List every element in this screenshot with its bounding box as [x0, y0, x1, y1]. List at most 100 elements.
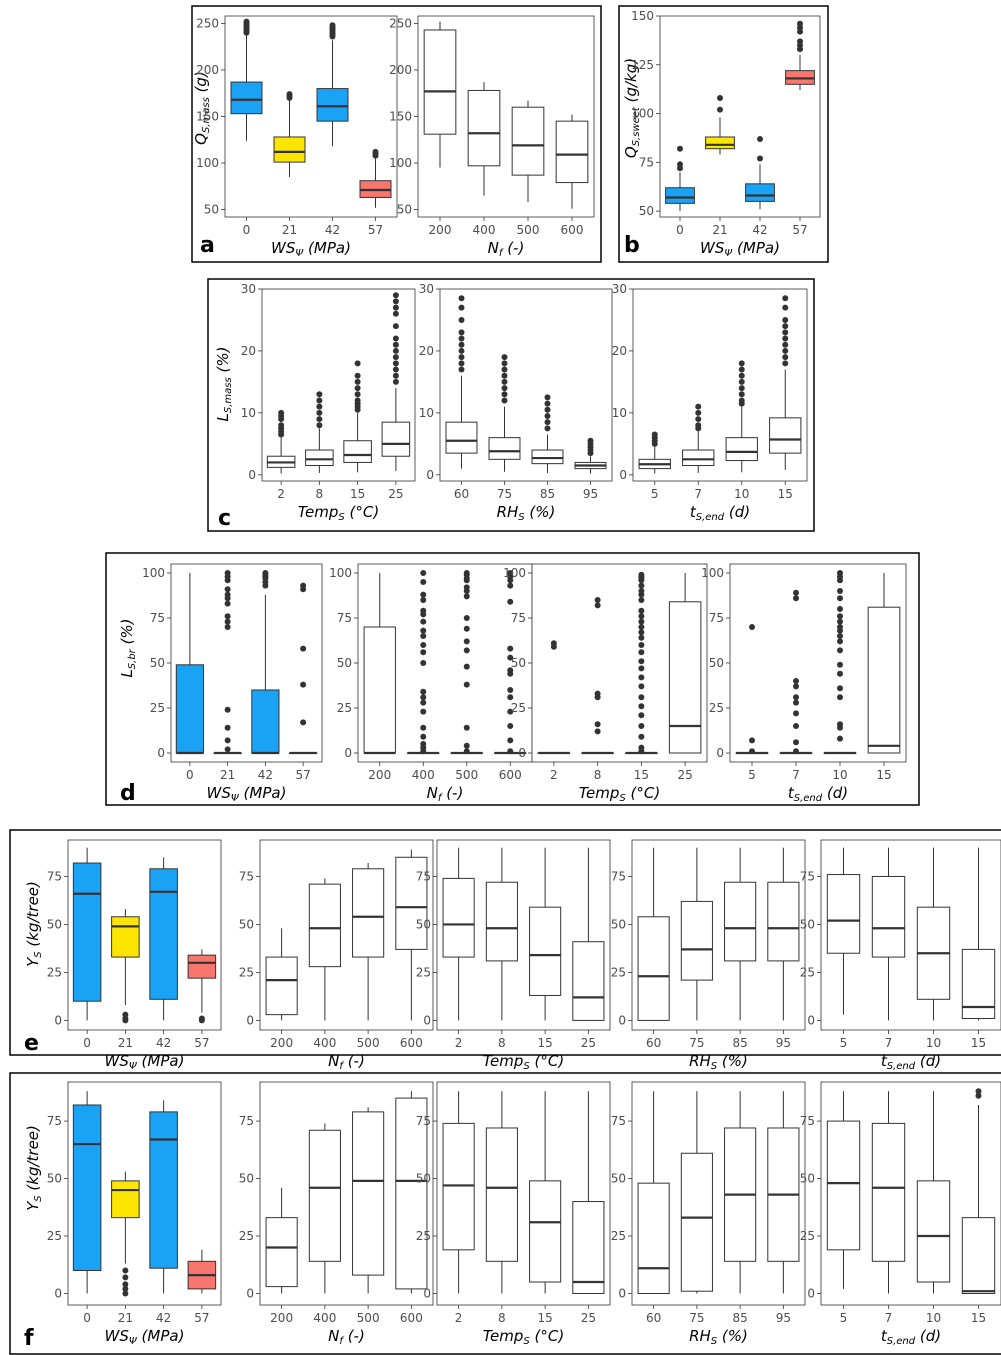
y-tick-label: 100	[196, 156, 219, 170]
box-200	[265, 1187, 298, 1294]
outlier-point	[501, 378, 508, 385]
box-7	[871, 1091, 906, 1294]
box-body	[305, 449, 334, 467]
y-tick-label: 0	[807, 1013, 815, 1027]
y-axis-title: YS (kg/tree)	[24, 1125, 44, 1211]
x-tick-label: 57	[295, 768, 310, 782]
outlier-point	[198, 1015, 205, 1022]
y-tick-label: 50	[47, 1172, 62, 1186]
y-tick-label: 150	[389, 110, 412, 124]
outlier-point	[122, 1011, 129, 1018]
y-tick-label: 25	[611, 1229, 626, 1243]
box-body	[485, 881, 518, 962]
box-body	[395, 856, 428, 950]
outlier-point	[782, 323, 789, 330]
y-axis-title: LS,br (%)	[118, 618, 138, 677]
outlier-point	[354, 397, 361, 404]
box-body	[668, 601, 702, 754]
outlier-point	[224, 591, 231, 598]
y-tick-label: 0	[618, 1013, 626, 1027]
box-body	[230, 81, 263, 115]
y-axis-title-unit: (%)	[118, 618, 136, 649]
x-tick-label: 10	[926, 1311, 941, 1325]
x-tick-label: 60	[454, 487, 469, 501]
outlier-point	[501, 354, 508, 361]
y-tick-label: 10	[419, 406, 434, 420]
outlier-point	[837, 588, 843, 594]
outlier-point	[738, 385, 745, 392]
box-15	[961, 847, 996, 1021]
outlier-point	[638, 658, 645, 665]
box-15	[343, 360, 372, 473]
outlier-point	[544, 394, 551, 401]
outlier-point	[458, 360, 465, 367]
x-tick-label: 8	[498, 1311, 506, 1325]
box-body	[72, 862, 102, 1002]
x-tick-label: 600	[400, 1036, 423, 1050]
panel-frame	[9, 1072, 1001, 1355]
outlier-point	[782, 304, 789, 311]
box-7	[871, 847, 906, 1021]
outlier-point	[749, 737, 755, 744]
outlier-point	[300, 645, 307, 652]
x-axis-title: tS,end (d)	[788, 784, 848, 804]
outlier-point	[458, 366, 465, 373]
outlier-point	[738, 397, 745, 404]
outlier-point	[507, 570, 514, 576]
box-75	[488, 354, 521, 472]
panel-frame	[9, 829, 1001, 1056]
outlier-point	[782, 354, 789, 361]
box-2	[442, 847, 475, 1021]
box-57	[359, 148, 392, 208]
box-body	[637, 1182, 670, 1295]
x-tick-label: 7	[792, 768, 800, 782]
box-500	[511, 100, 545, 203]
outlier-point	[501, 372, 508, 379]
box-body	[745, 183, 775, 202]
outlier-point	[420, 579, 427, 585]
box-500	[450, 570, 483, 755]
y-tick-label: 0	[246, 1013, 254, 1027]
x-axis-title-sub: S,end	[696, 512, 725, 523]
x-tick-label: 25	[388, 487, 403, 501]
outlier-point	[638, 712, 645, 719]
outlier-point	[392, 304, 399, 311]
outlier-point	[793, 589, 799, 596]
box-5	[826, 847, 861, 1015]
box-21	[705, 94, 735, 155]
x-axis-title-main: N	[328, 1052, 339, 1070]
box-body	[363, 626, 396, 754]
outlier-point	[501, 385, 508, 392]
outlier-point	[507, 667, 514, 674]
y-tick-label: 250	[389, 16, 412, 30]
y-tick-label: 50	[511, 656, 526, 670]
x-axis-title-unit: (MPa)	[137, 1327, 185, 1345]
x-axis-title: WSΨ (MPa)	[271, 239, 351, 259]
box-body	[395, 1097, 428, 1290]
outlier-point	[507, 723, 514, 729]
outlier-point	[420, 618, 427, 625]
y-tick-label: 75	[639, 155, 654, 169]
outlier-point	[651, 431, 658, 438]
x-tick-label: 200	[429, 223, 452, 237]
box-body	[111, 1180, 140, 1219]
x-tick-label: 500	[357, 1036, 380, 1050]
outlier-point	[420, 597, 427, 603]
box-75	[680, 1091, 713, 1294]
box-15	[867, 573, 901, 754]
outlier-point	[458, 354, 465, 361]
outlier-point	[507, 645, 514, 652]
outlier-point	[837, 633, 843, 639]
y-tick-label: 100	[142, 566, 165, 580]
outlier-point	[793, 739, 799, 746]
y-tick-label: 75	[611, 869, 626, 883]
box-body	[682, 449, 715, 467]
y-tick-label: 50	[204, 203, 219, 217]
x-axis-title: RHS (%)	[689, 1052, 748, 1072]
subplot: 0 25 50 75 100 2 8 15 25 TempS (°C)	[503, 563, 708, 804]
x-axis-title-main: Temp	[483, 1327, 524, 1345]
x-tick-label: 600	[561, 223, 584, 237]
x-axis-title-sub: Ψ	[724, 248, 733, 259]
